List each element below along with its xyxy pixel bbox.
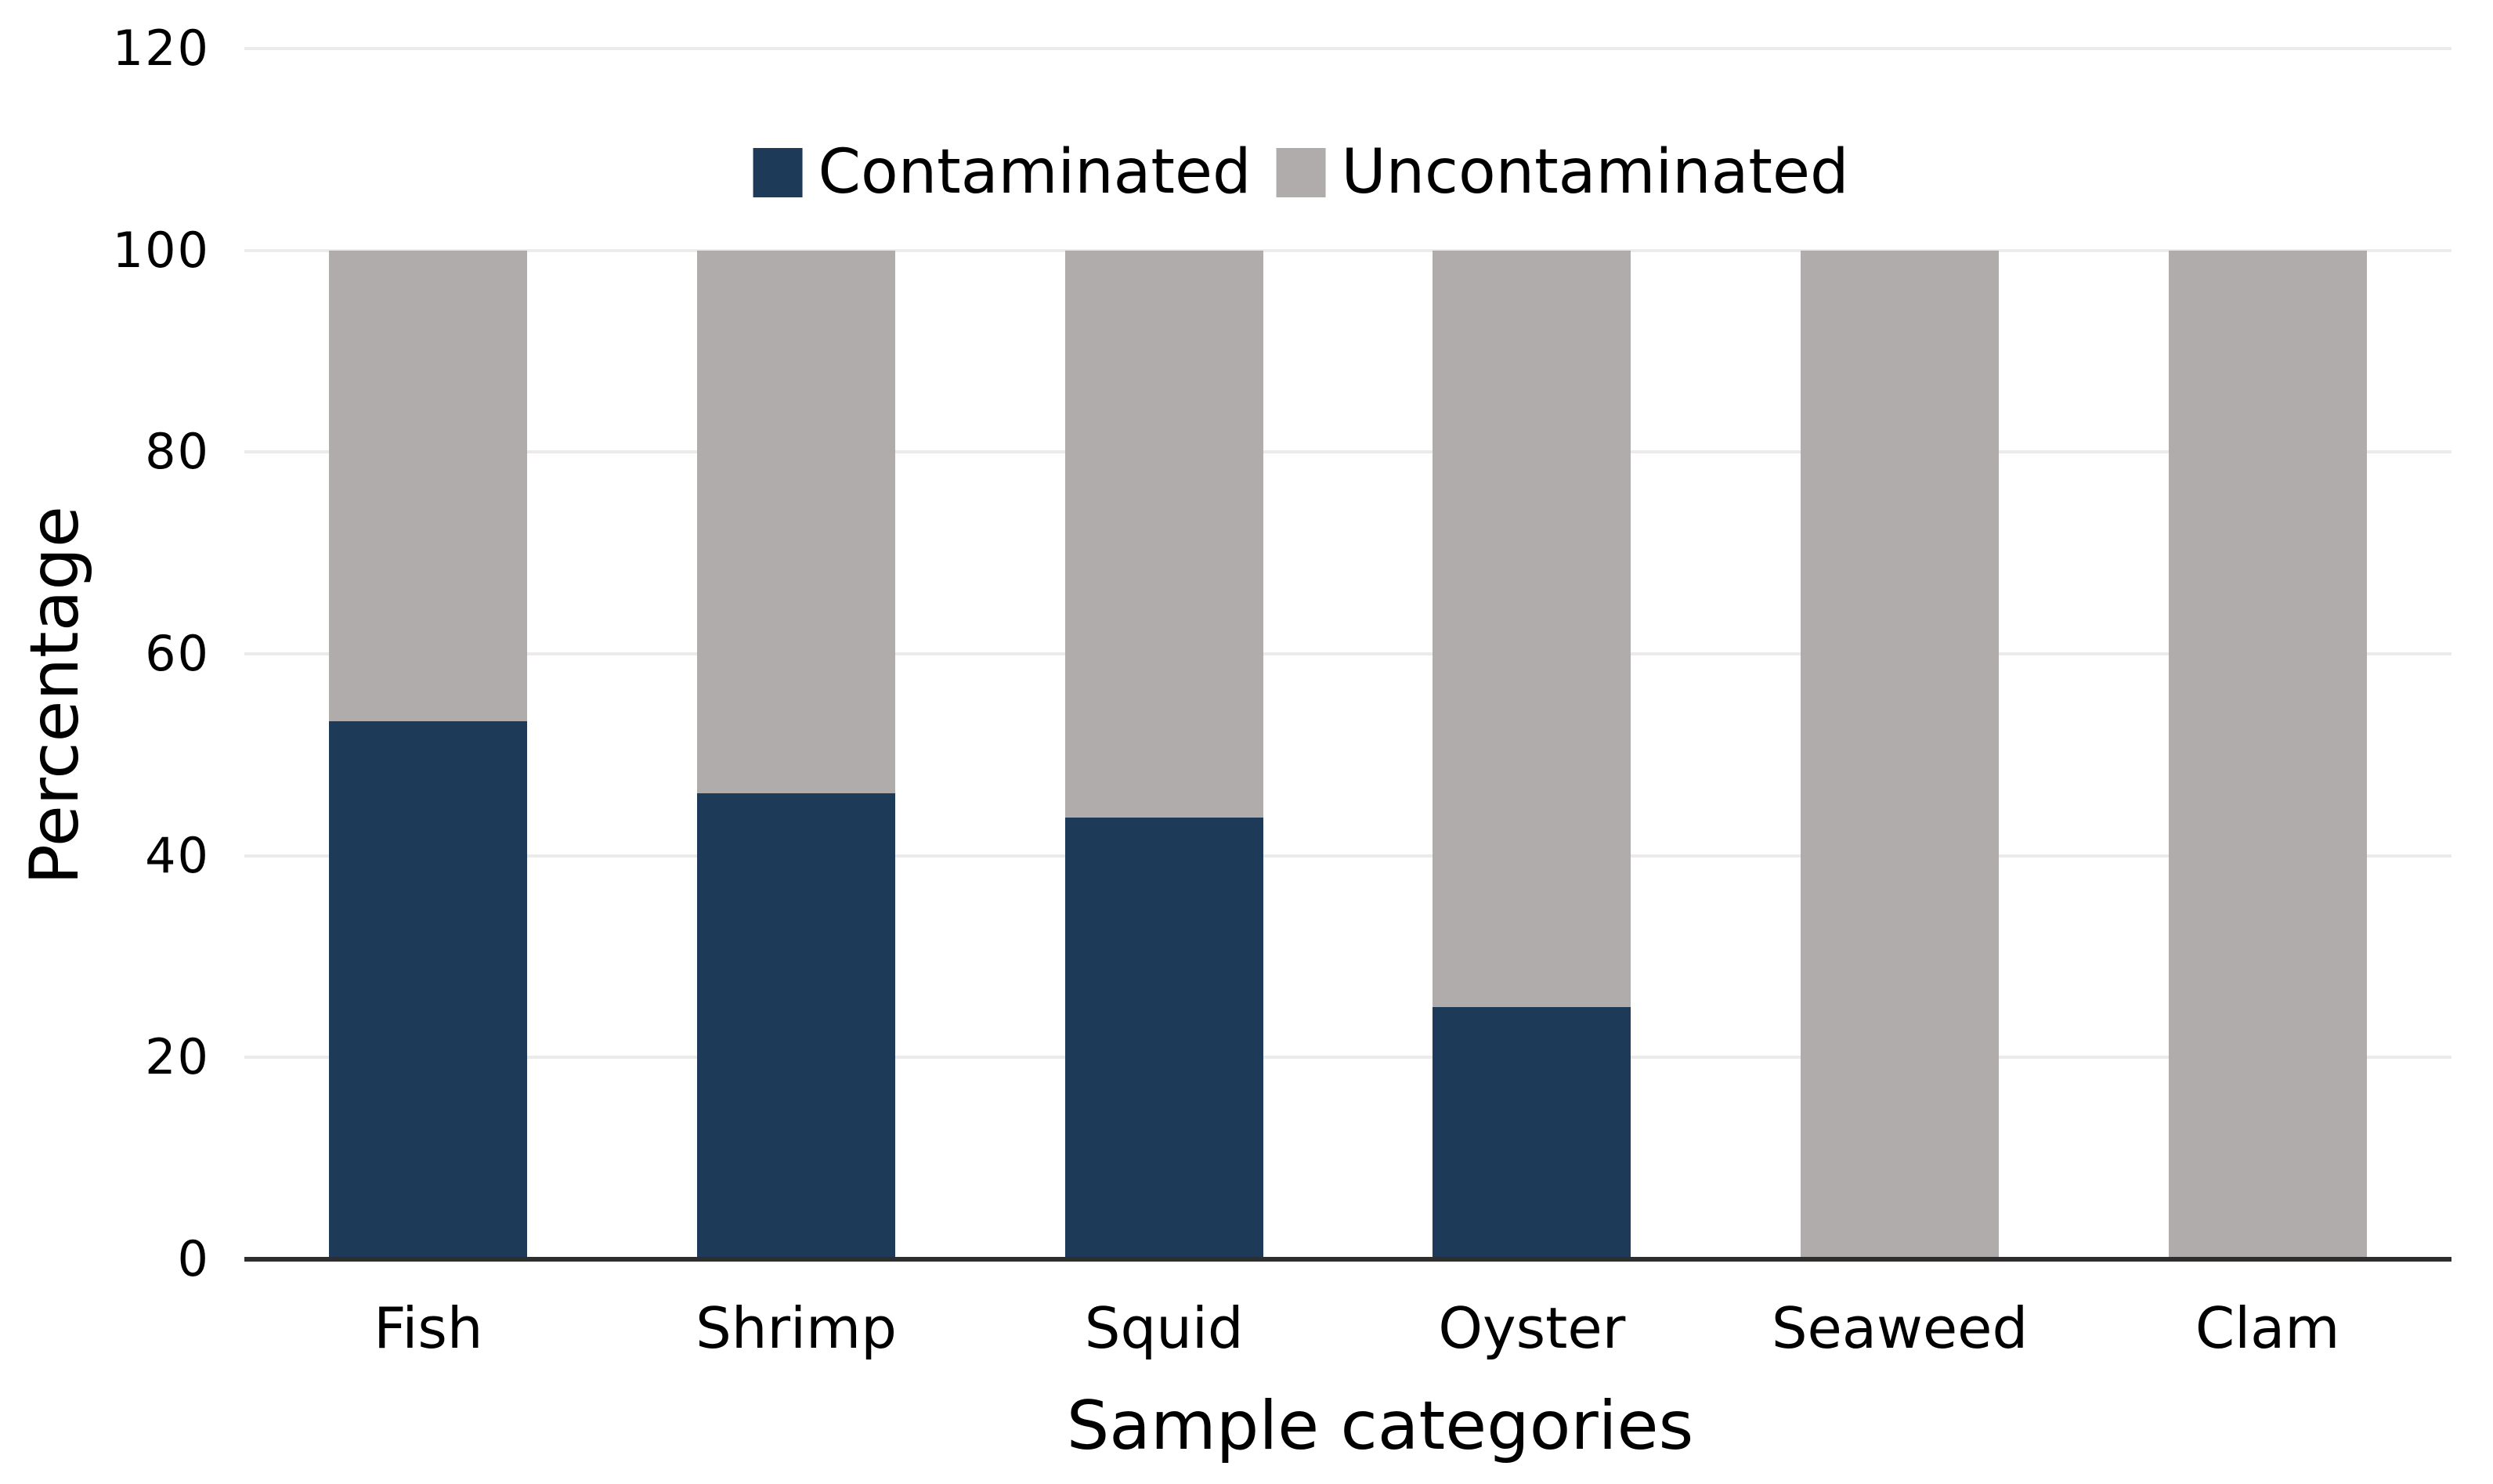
bar-shrimp-contaminated [697, 793, 895, 1259]
x-tick-seaweed: Seaweed [1771, 1295, 2029, 1361]
gridline-80 [244, 450, 2451, 454]
legend-item-uncontaminated: Uncontaminated [1276, 137, 1849, 208]
x-tick-fish: Fish [374, 1295, 483, 1361]
x-axis-line [244, 1257, 2451, 1262]
bar-seaweed-uncontaminated [1801, 250, 1999, 1259]
legend-item-contaminated: Contaminated [753, 142, 1252, 203]
y-tick-40: 40 [145, 826, 210, 884]
y-tick-100: 100 [112, 221, 210, 279]
x-tick-clam: Clam [2195, 1295, 2340, 1361]
y-tick-20: 20 [145, 1028, 210, 1086]
x-tick-shrimp: Shrimp [696, 1295, 897, 1361]
bar-fish-uncontaminated [329, 250, 528, 722]
legend: Contaminated Uncontaminated [753, 137, 1849, 208]
x-axis-title: Sample categories [1066, 1387, 1694, 1465]
y-tick-0: 0 [177, 1230, 210, 1287]
gridline-120 [244, 47, 2451, 50]
gridline-60 [244, 652, 2451, 655]
y-tick-80: 80 [145, 423, 210, 481]
gridline-100 [244, 248, 2451, 252]
legend-swatch-uncontaminated [1276, 147, 1326, 197]
x-tick-squid: Squid [1084, 1295, 1244, 1361]
gridline-40 [244, 854, 2451, 858]
y-tick-120: 120 [112, 20, 210, 77]
bar-oyster-uncontaminated [1433, 250, 1631, 1007]
x-tick-oyster: Oyster [1438, 1295, 1626, 1361]
legend-label-contaminated: Contaminated [818, 137, 1252, 208]
y-tick-60: 60 [145, 625, 210, 682]
gridline-20 [244, 1056, 2451, 1060]
bar-fish-contaminated [329, 721, 528, 1259]
legend-label-uncontaminated: Uncontaminated [1341, 137, 1849, 208]
legend-swatch-contaminated [753, 147, 803, 197]
bar-clam-uncontaminated [2168, 250, 2367, 1259]
bar-squid-uncontaminated [1064, 250, 1263, 818]
bar-oyster-contaminated [1433, 1006, 1631, 1259]
bar-shrimp-uncontaminated [697, 250, 895, 793]
bar-squid-contaminated [1064, 817, 1263, 1259]
